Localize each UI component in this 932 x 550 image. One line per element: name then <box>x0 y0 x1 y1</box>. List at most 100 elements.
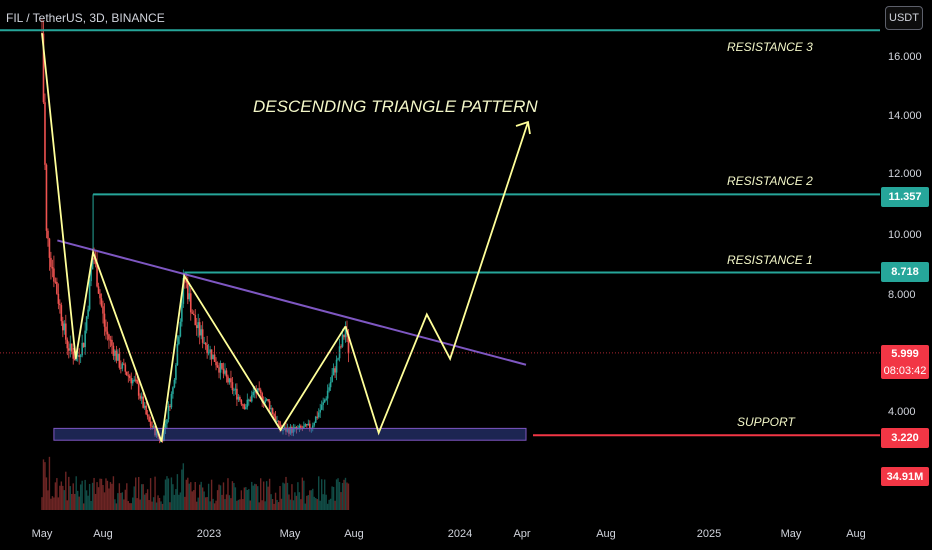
volume-bar <box>312 488 314 510</box>
candle-body <box>67 348 70 351</box>
candle-body <box>128 375 131 379</box>
volume-bar <box>346 482 348 510</box>
volume-bar <box>45 477 48 510</box>
candle-body <box>137 383 140 396</box>
candle-body <box>192 313 195 315</box>
volume-bar <box>255 484 257 510</box>
volume-bar <box>191 491 193 510</box>
x-tick-label: May <box>279 528 301 540</box>
volume-bar <box>69 486 71 510</box>
candle-body <box>240 400 243 405</box>
volume-bar <box>120 492 122 510</box>
x-tick-label: 2025 <box>696 528 722 540</box>
candle-body <box>191 312 194 314</box>
candle-body <box>136 379 139 384</box>
candle-body <box>155 431 158 436</box>
candle-body <box>209 349 211 353</box>
candle-body <box>347 334 350 354</box>
volume-bar <box>325 494 327 510</box>
volume-bar <box>236 500 238 510</box>
candle-body <box>166 419 168 424</box>
volume-bar <box>242 499 244 510</box>
volume-bar <box>203 491 205 510</box>
candle-body <box>230 378 232 383</box>
volume-bar <box>309 490 311 510</box>
volume-bar <box>347 483 350 510</box>
x-tick-label: Aug <box>596 528 616 540</box>
volume-bar <box>254 483 256 510</box>
candle-body <box>298 425 301 428</box>
candle-body <box>96 263 98 287</box>
volume-bar <box>42 459 45 510</box>
candle-body <box>250 395 253 402</box>
candle-body <box>42 33 45 103</box>
candle-body <box>314 416 317 423</box>
volume-bar <box>145 493 147 510</box>
volume-bar <box>320 479 323 510</box>
candle-body <box>261 393 263 402</box>
volume-bar <box>210 479 213 510</box>
volume-bar <box>246 489 249 510</box>
x-tick-label: May <box>31 528 53 540</box>
volume-bar <box>259 478 262 510</box>
candle-body <box>256 388 259 394</box>
volume-bar <box>167 478 170 510</box>
x-tick-label: Aug <box>846 528 866 540</box>
volume-bar <box>228 495 231 510</box>
volume-bar <box>60 481 63 510</box>
volume-bar <box>193 490 195 510</box>
candle-body <box>252 392 255 396</box>
symbol-title: FIL / TetherUS, 3D, BINANCE <box>6 11 165 25</box>
candle-body <box>279 421 281 430</box>
volume-bar <box>221 494 223 510</box>
volume-bar <box>161 503 164 510</box>
volume-bar <box>149 478 152 510</box>
candle-body <box>207 352 210 354</box>
candle-body <box>222 368 225 374</box>
volume-bar <box>240 490 243 510</box>
volume-bar <box>234 487 237 510</box>
candle-body <box>311 425 314 428</box>
volume-bar <box>218 484 220 510</box>
candle-body <box>198 322 201 336</box>
candle-body <box>307 423 310 426</box>
candle-body <box>152 426 155 428</box>
volume-badge: 34.91M <box>881 467 929 486</box>
candle-body <box>288 428 290 434</box>
volume-bar <box>130 503 132 510</box>
candle-body <box>234 388 237 390</box>
candle-body <box>131 380 134 384</box>
volume-bar <box>257 486 259 510</box>
volume-bar <box>230 498 232 510</box>
candle-body <box>343 334 345 338</box>
candle-body <box>112 345 115 356</box>
volume-bar <box>50 498 52 510</box>
volume-bar <box>301 477 304 510</box>
volume-bar <box>136 498 138 510</box>
candle-body <box>97 286 100 294</box>
volume-bar <box>252 485 254 510</box>
resistance1-price-badge: 8.718 <box>881 262 929 282</box>
volume-bar <box>227 478 229 510</box>
candle-body <box>197 322 200 329</box>
candle-body <box>267 399 269 402</box>
volume-bar <box>84 479 86 510</box>
volume-bar <box>273 503 275 510</box>
candle-body <box>179 321 182 337</box>
volume-bar <box>322 494 324 510</box>
volume-bar <box>154 476 156 510</box>
y-tick-label: 8.000 <box>888 289 916 301</box>
volume-bar <box>248 489 250 510</box>
volume-bar <box>216 490 219 510</box>
volume-bar <box>267 486 269 510</box>
volume-bar <box>258 502 260 510</box>
currency-button[interactable]: USDT <box>885 6 923 30</box>
candle-body <box>60 305 63 322</box>
volume-bar <box>233 482 235 510</box>
candle-body <box>53 268 55 282</box>
volume-bar <box>328 499 330 510</box>
x-tick-label: Apr <box>513 528 531 540</box>
candle-body <box>335 359 338 373</box>
candle-body <box>323 399 326 403</box>
